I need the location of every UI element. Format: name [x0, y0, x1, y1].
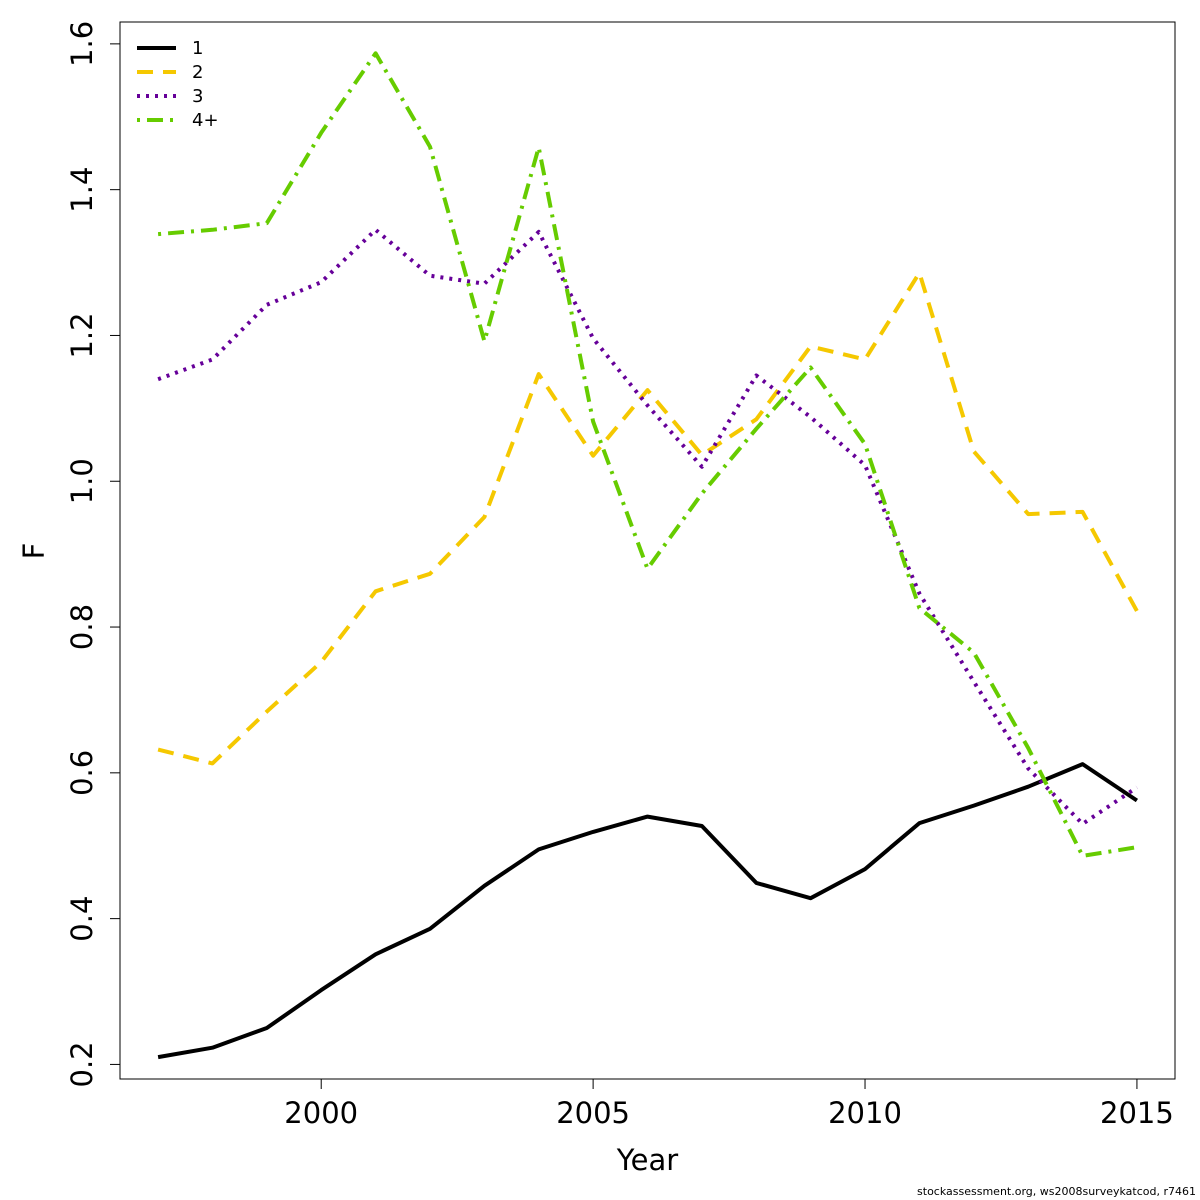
legend-label: 3: [192, 86, 203, 107]
legend-label: 2: [192, 62, 203, 83]
series-line-4plus: [157, 51, 1138, 858]
plot-frame: [119, 21, 1176, 1080]
x-axis: 2000 2005 2010 2015: [284, 1078, 1174, 1130]
y-tick-label: 0.2: [65, 1041, 99, 1087]
y-axis: 0.2 0.4 0.6 0.8 1.0 1.2 1.4 1.6: [65, 21, 121, 1087]
series-line-1: [157, 762, 1139, 1060]
series-line-2: [157, 270, 1139, 766]
footer-credit: stockassessment.org, ws2008surveykatcod,…: [917, 1185, 1196, 1198]
legend-label: 4+: [192, 110, 219, 131]
y-tick-label: 0.6: [65, 750, 99, 796]
y-tick-label: 1.4: [65, 167, 99, 213]
x-tick-label: 2015: [1100, 1096, 1174, 1130]
series-layer: [157, 51, 1139, 1060]
y-tick-label: 1.2: [65, 312, 99, 358]
y-tick-label: 0.8: [65, 604, 99, 650]
series-line-3: [157, 227, 1139, 826]
x-tick-label: 2010: [828, 1096, 902, 1130]
legend-label: 1: [192, 38, 203, 59]
y-tick-label: 0.4: [65, 896, 99, 942]
y-axis-title: F: [17, 543, 51, 560]
x-tick-label: 2000: [284, 1096, 358, 1130]
y-tick-label: 1.6: [65, 21, 99, 67]
y-tick-label: 1.0: [65, 458, 99, 504]
x-axis-title: Year: [616, 1143, 678, 1177]
legend: 1 2 3 4+: [137, 38, 219, 131]
x-tick-label: 2005: [556, 1096, 630, 1130]
